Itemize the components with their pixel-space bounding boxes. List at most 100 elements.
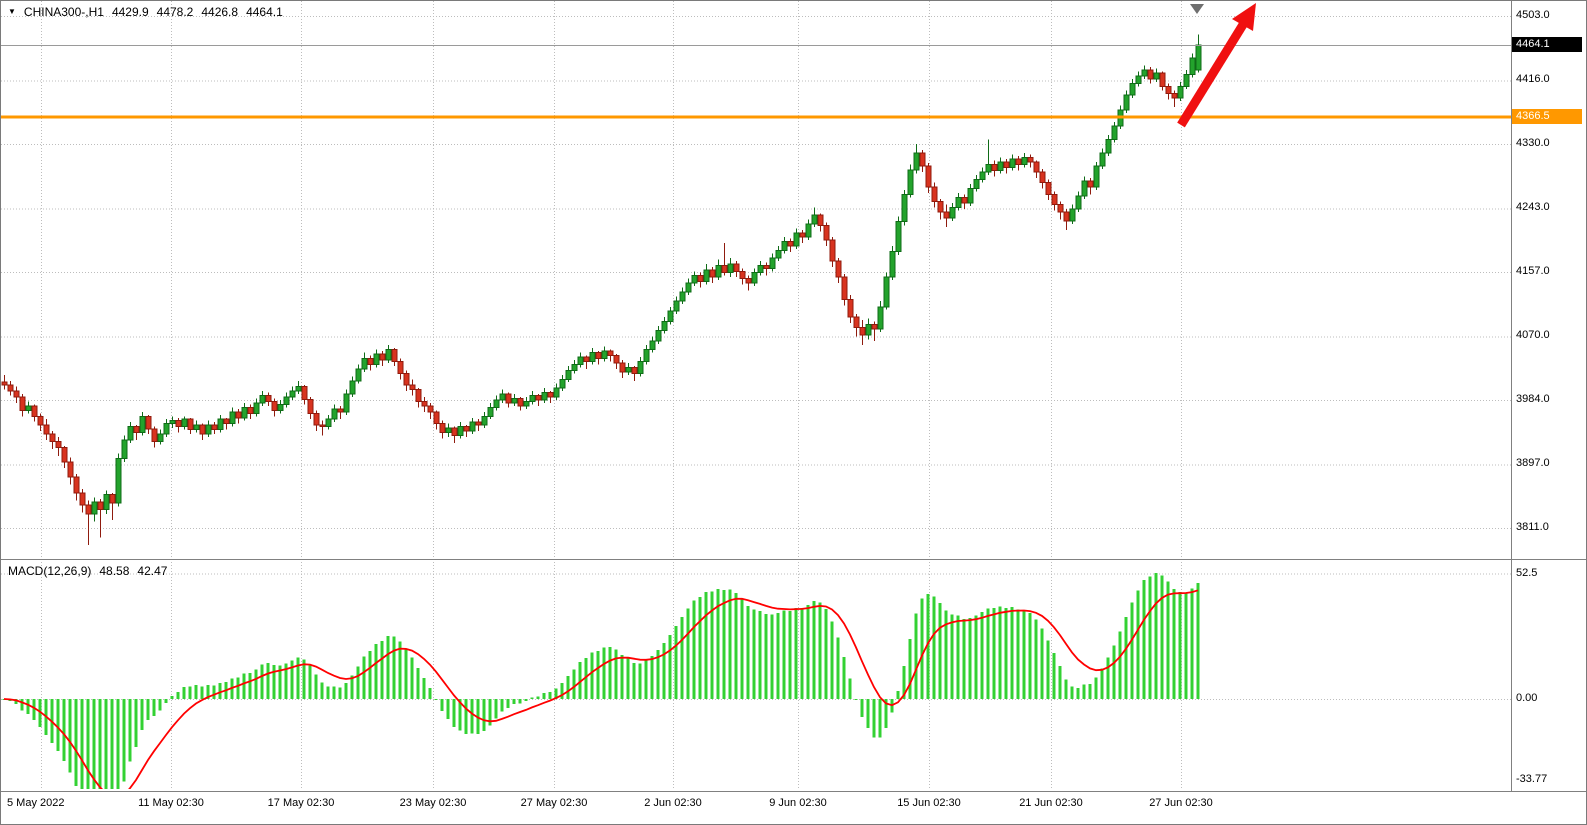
macd-histogram-bar xyxy=(614,649,618,699)
candle xyxy=(1171,93,1178,99)
macd-histogram-bar xyxy=(710,591,714,699)
macd-histogram-bar xyxy=(584,658,588,699)
macd-histogram-bar xyxy=(398,641,402,699)
macd-histogram-bar xyxy=(338,687,342,699)
candle xyxy=(901,193,908,223)
candle xyxy=(475,421,482,426)
candle xyxy=(1105,139,1112,154)
macd-histogram-bar xyxy=(488,699,492,726)
trend-arrow-head[interactable] xyxy=(1232,3,1256,31)
macd-histogram-bar xyxy=(410,657,414,699)
candle xyxy=(85,504,92,515)
candle xyxy=(379,353,386,361)
candle xyxy=(985,164,992,173)
candle xyxy=(787,241,794,247)
candle xyxy=(487,406,494,417)
macd-histogram-bar xyxy=(1172,588,1176,699)
candle xyxy=(265,395,272,402)
macd-histogram-bar xyxy=(362,656,366,699)
candle xyxy=(427,405,434,413)
candle xyxy=(559,378,566,389)
price-axis-separator xyxy=(1511,1,1512,791)
candle xyxy=(43,424,50,435)
candle xyxy=(697,275,704,283)
candle xyxy=(631,366,638,374)
macd-histogram-bar xyxy=(1070,686,1074,699)
candle xyxy=(403,372,410,386)
macd-histogram-bar xyxy=(1112,645,1116,699)
candle xyxy=(31,405,38,417)
candle xyxy=(187,418,194,431)
macd-histogram-bar xyxy=(1190,588,1194,699)
macd-histogram-bar xyxy=(110,699,114,789)
macd-histogram-bar xyxy=(470,699,474,734)
macd-histogram-bar xyxy=(578,661,582,699)
macd-histogram-bar xyxy=(1088,683,1092,699)
candle xyxy=(109,494,116,504)
trend-arrow-shaft[interactable] xyxy=(1177,20,1248,128)
macd-histogram-bar xyxy=(638,663,642,699)
price-axis-label: 4330.0 xyxy=(1516,136,1550,149)
macd-histogram-bar xyxy=(620,654,624,699)
macd-histogram-bar xyxy=(842,657,846,699)
macd-histogram xyxy=(2,572,1200,789)
candle xyxy=(733,263,740,272)
candle xyxy=(343,393,350,413)
candle xyxy=(1027,156,1034,163)
candle xyxy=(451,427,458,437)
pane-separator[interactable] xyxy=(1,559,1586,560)
candle xyxy=(913,152,920,171)
macd-signal-value: 42.47 xyxy=(137,564,168,578)
macd-histogram-bar xyxy=(194,684,198,699)
candle xyxy=(181,418,188,428)
macd-histogram-bar xyxy=(314,674,318,699)
macd-histogram-bar xyxy=(794,607,798,699)
candle xyxy=(721,264,728,274)
macd-histogram-bar xyxy=(1076,687,1080,699)
candle xyxy=(1,381,8,386)
candle xyxy=(439,423,446,434)
macd-histogram-bar xyxy=(974,615,978,699)
macd-histogram-bar xyxy=(332,686,336,699)
candle xyxy=(277,403,284,411)
candle xyxy=(595,352,602,360)
chart-canvas[interactable] xyxy=(1,1,1511,791)
macd-histogram-bar xyxy=(728,589,732,699)
symbol-dropdown-icon[interactable]: ▼ xyxy=(8,7,16,16)
time-axis[interactable]: 5 May 2022 11 May 02:30 17 May 02:30 23 May… xyxy=(1,792,1586,824)
macd-histogram-bar xyxy=(1058,666,1062,699)
candle xyxy=(79,492,86,506)
macd-histogram-bar xyxy=(848,678,852,699)
candle xyxy=(877,306,884,330)
macd-histogram-bar xyxy=(656,649,660,699)
macd-histogram-bar xyxy=(956,615,960,699)
quote-open: 4429.9 xyxy=(111,5,149,19)
macd-histogram-bar xyxy=(308,665,312,699)
candle xyxy=(445,427,452,434)
candle xyxy=(523,400,530,407)
macd-histogram-bar xyxy=(14,699,18,705)
candle xyxy=(691,275,698,284)
candle xyxy=(7,384,14,392)
time-axis-label: 9 Jun 02:30 xyxy=(769,797,827,809)
macd-histogram-bar xyxy=(326,686,330,699)
macd-histogram-bar xyxy=(1178,592,1182,699)
candle xyxy=(1093,165,1100,188)
price-axis[interactable]: 4503.0 4416.0 4330.0 4243.0 4157.0 4070.0 3984… xyxy=(1512,1,1586,791)
macd-histogram-bar xyxy=(434,699,438,700)
macd-indicator-label: MACD(12,26,9) 48.58 42.47 xyxy=(8,564,167,578)
macd-histogram-bar xyxy=(272,665,276,699)
candle xyxy=(1123,94,1130,111)
macd-histogram-bar xyxy=(482,699,486,731)
candle xyxy=(97,501,104,510)
candle xyxy=(199,424,206,435)
candle xyxy=(805,223,812,238)
candles xyxy=(1,34,1202,546)
candle xyxy=(667,310,674,323)
candle xyxy=(679,291,686,302)
candle xyxy=(1177,85,1184,99)
candle xyxy=(1165,85,1172,95)
macd-histogram-bar xyxy=(602,647,606,699)
macd-histogram-bar xyxy=(776,613,780,699)
